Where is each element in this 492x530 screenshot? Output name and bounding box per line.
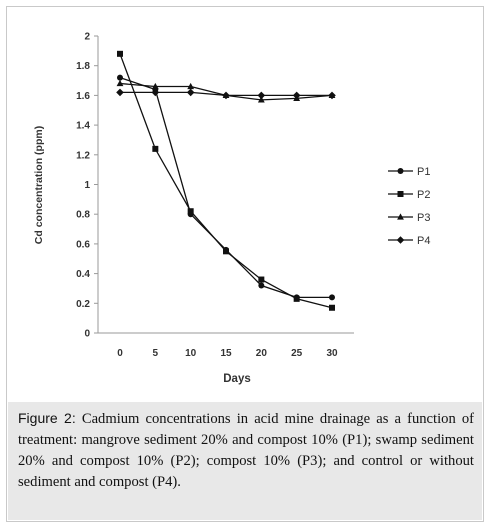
- legend-swatch-marker: [396, 236, 405, 244]
- caption-text-block: Figure 2: Cadmium concentrations in acid…: [18, 408, 474, 493]
- legend-entry-p1: P1: [388, 166, 430, 178]
- data-point-p4: [116, 88, 124, 97]
- data-point-p2: [258, 276, 265, 283]
- legend-swatch-marker: [397, 168, 404, 174]
- legend-swatch-marker: [397, 213, 404, 220]
- legend-entry-p2: P2: [388, 189, 430, 201]
- data-point-p3: [187, 82, 195, 90]
- data-point-p2: [152, 145, 159, 152]
- series-p1: [117, 74, 335, 301]
- series-p4: [116, 88, 336, 100]
- y-tick-label: 1: [84, 180, 90, 191]
- data-point-p4: [257, 91, 266, 100]
- legend-label: P4: [417, 235, 430, 247]
- data-point-p2: [117, 50, 123, 57]
- y-tick-label: 0.2: [76, 299, 90, 310]
- y-tick-label: 1.6: [76, 91, 90, 102]
- legend-entry-p3: P3: [388, 212, 430, 224]
- y-tick-label: 1.2: [76, 150, 90, 161]
- caption-body: Cadmium concentrations in acid mine drai…: [18, 411, 475, 490]
- legend: P1 P2 P3 P4: [388, 166, 430, 247]
- y-tick-label: 2: [84, 32, 90, 43]
- x-tick-label: 15: [220, 348, 232, 359]
- data-point-p4: [151, 88, 160, 97]
- x-tick-label: 20: [256, 348, 268, 359]
- y-axis-title: Cd concentration (ppm): [33, 126, 45, 244]
- data-point-p2: [329, 304, 335, 311]
- x-tick-label: 0: [117, 348, 123, 359]
- data-point-p1: [329, 294, 335, 301]
- series-line-p1: [119, 76, 332, 299]
- legend-label: P1: [417, 166, 430, 178]
- data-point-p4: [222, 91, 230, 100]
- data-point-p4: [292, 91, 301, 100]
- caption-label: Figure 2:: [18, 410, 76, 426]
- y-tick-label: 1.4: [76, 121, 90, 132]
- y-tick-label: 0: [84, 329, 90, 340]
- y-tick-label: 0.4: [76, 269, 90, 280]
- figure-caption: Figure 2: Cadmium concentrations in acid…: [8, 402, 482, 520]
- line-chart: 00.20.40.60.811.21.41.61.820 5 10 15 20 25 30 …: [33, 32, 430, 386]
- legend-label: P2: [417, 189, 430, 201]
- x-axis-title: Days: [223, 373, 251, 385]
- legend-label: P3: [417, 212, 430, 224]
- y-tick-label: 0.6: [76, 239, 90, 250]
- series-p2: [117, 50, 335, 311]
- legend-entry-p4: P4: [388, 235, 430, 247]
- data-point-p3: [116, 79, 124, 87]
- x-tick-label: 30: [326, 348, 338, 359]
- x-tick-label: 10: [185, 348, 197, 359]
- x-tick-label: 5: [153, 348, 159, 359]
- data-point-p1: [117, 74, 123, 81]
- data-point-p2: [187, 208, 194, 215]
- data-point-p3: [257, 96, 265, 103]
- data-point-p4: [186, 88, 195, 97]
- axes: 00.20.40.60.811.21.41.61.820 5 10 15 20 25 30: [76, 32, 354, 359]
- plot-area: [116, 50, 336, 311]
- data-point-p1: [258, 282, 265, 289]
- x-tick-label: 25: [291, 348, 303, 359]
- y-tick-label: 1.8: [76, 61, 90, 72]
- data-point-p2: [293, 295, 300, 302]
- y-tick-label: 0.8: [76, 210, 90, 221]
- data-point-p3: [151, 82, 159, 90]
- data-point-p4: [328, 91, 336, 100]
- legend-swatch-marker: [397, 191, 404, 197]
- data-point-p2: [223, 248, 229, 255]
